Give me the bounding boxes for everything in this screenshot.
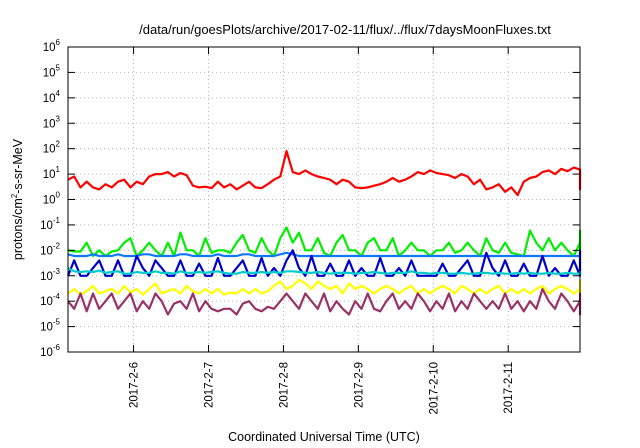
y-tick-label: 10-2 bbox=[40, 241, 60, 257]
y-tick-label: 10-5 bbox=[40, 318, 60, 334]
y-tick-label: 100 bbox=[43, 191, 61, 207]
y-tick-label: 106 bbox=[43, 38, 61, 54]
series-line-3 bbox=[67, 251, 582, 258]
y-tick-label: 102 bbox=[43, 140, 61, 156]
x-tick-label: 2017-2-10 bbox=[428, 362, 440, 414]
y-tick-label: 10-4 bbox=[40, 292, 60, 308]
y-axis-label-text: protons/cm2-s-sr-MeV bbox=[10, 138, 25, 260]
grid bbox=[68, 47, 580, 352]
y-tick-label: 104 bbox=[43, 89, 61, 105]
y-axis-label: protons/cm2-s-sr-MeV bbox=[10, 138, 25, 260]
data-series bbox=[66, 150, 582, 316]
series-line-1 bbox=[67, 150, 582, 197]
x-tick-label: 2017-2-9 bbox=[353, 362, 365, 408]
y-tick-label: 10-1 bbox=[40, 216, 60, 232]
y-tick-label: 101 bbox=[43, 165, 61, 181]
y-tick-label: 10-3 bbox=[40, 267, 60, 283]
axis-ticks: 10-6 10-5 10-4 10-3 10-2 10-1 100 101 102 103 104 1… bbox=[40, 38, 580, 414]
chart-title: /data/run/goesPlots/archive/2017-02-11/f… bbox=[139, 22, 551, 37]
x-axis-label: Coordinated Universal Time (UTC) bbox=[228, 430, 420, 444]
series-line-2 bbox=[67, 226, 582, 258]
x-tick-label: 2017-2-8 bbox=[278, 362, 290, 408]
x-tick-label: 2017-2-7 bbox=[203, 362, 215, 408]
y-tick-label: 105 bbox=[43, 63, 61, 79]
y-tick-label: 103 bbox=[43, 114, 61, 130]
y-tick-label: 10-6 bbox=[40, 343, 60, 359]
x-tick-label: 2017-2-6 bbox=[129, 362, 141, 408]
x-tick-label: 2017-2-11 bbox=[503, 362, 515, 414]
